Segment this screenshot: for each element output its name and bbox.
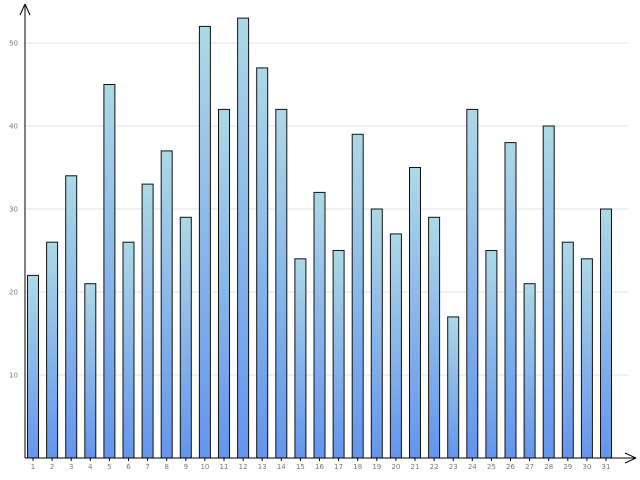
axes — [19, 3, 637, 464]
x-tick-label: 23 — [449, 463, 458, 471]
x-tick-label: 21 — [411, 463, 420, 471]
bar-15 — [294, 258, 307, 459]
x-tick-label: 29 — [563, 463, 572, 471]
x-tick-labels: 1 2 3 4 5 6 7 8 9 10 11 12 13 14 15 16 17 18 19 20 21 22 23 24 2… — [31, 458, 611, 471]
bar-8 — [160, 150, 173, 459]
y-axis-arrow-icon — [19, 3, 31, 16]
bar-13 — [256, 67, 269, 459]
bar-9 — [179, 216, 192, 459]
y-tick-label: 30 — [9, 206, 18, 214]
x-tick-label: 1 — [31, 463, 35, 471]
y-tick-label: 50 — [9, 40, 18, 48]
bar-18 — [351, 133, 364, 459]
x-tick-label: 8 — [164, 463, 168, 471]
bar-5 — [103, 84, 116, 459]
y-tick-label: 20 — [9, 289, 18, 297]
bar-14 — [275, 108, 288, 459]
x-tick-label: 12 — [239, 463, 248, 471]
x-axis-arrow-icon — [624, 452, 637, 464]
x-tick-label: 26 — [506, 463, 515, 471]
y-tick-label: 10 — [9, 372, 18, 380]
x-tick-label: 25 — [487, 463, 496, 471]
x-tick-label: 4 — [88, 463, 93, 471]
bar-4 — [84, 283, 97, 459]
bar-29 — [561, 241, 574, 459]
bar-6 — [122, 241, 135, 459]
bar-3 — [65, 175, 78, 459]
x-tick-label: 5 — [107, 463, 111, 471]
bar-11 — [218, 108, 230, 459]
bar-28 — [542, 125, 555, 459]
x-tick-label: 3 — [69, 463, 73, 471]
x-tick-label: 27 — [525, 463, 534, 471]
y-tick-labels: 10 20 30 40 50 — [9, 40, 18, 380]
x-tick-label: 10 — [200, 463, 209, 471]
bar-25 — [485, 250, 498, 459]
x-tick-label: 7 — [145, 463, 149, 471]
bar-2 — [46, 241, 59, 459]
x-tick-label: 17 — [334, 463, 343, 471]
x-tick-label: 22 — [430, 463, 439, 471]
x-tick-label: 9 — [184, 463, 188, 471]
bar-12 — [237, 17, 250, 459]
bar-21 — [409, 167, 421, 459]
bar-30 — [580, 258, 593, 459]
x-tick-label: 14 — [277, 463, 286, 471]
bar-20 — [389, 233, 402, 459]
x-tick-label: 11 — [220, 463, 229, 471]
bar-26 — [504, 142, 517, 459]
bar-1 — [27, 274, 39, 459]
bar-16 — [313, 191, 326, 459]
y-tick-label: 40 — [9, 123, 18, 131]
x-tick-label: 19 — [372, 463, 381, 471]
x-tick-label: 6 — [126, 463, 131, 471]
bar-31 — [600, 208, 612, 459]
x-tick-label: 2 — [50, 463, 54, 471]
x-tick-label: 20 — [391, 463, 400, 471]
gridlines — [25, 42, 628, 376]
bar-23 — [447, 316, 460, 459]
bar-7 — [141, 183, 154, 459]
x-tick-label: 30 — [582, 463, 591, 471]
x-tick-label: 31 — [602, 463, 611, 471]
bars — [27, 17, 612, 459]
bar-10 — [198, 25, 211, 459]
bar-17 — [332, 250, 345, 459]
bar-19 — [370, 208, 383, 459]
bar-27 — [523, 283, 536, 459]
bar-22 — [428, 216, 441, 459]
x-tick-label: 15 — [296, 463, 305, 471]
x-tick-label: 24 — [468, 463, 477, 471]
x-tick-label: 18 — [353, 463, 362, 471]
bar-24 — [466, 108, 479, 459]
x-tick-label: 13 — [258, 463, 267, 471]
x-tick-label: 28 — [544, 463, 553, 471]
x-tick-label: 16 — [315, 463, 324, 471]
